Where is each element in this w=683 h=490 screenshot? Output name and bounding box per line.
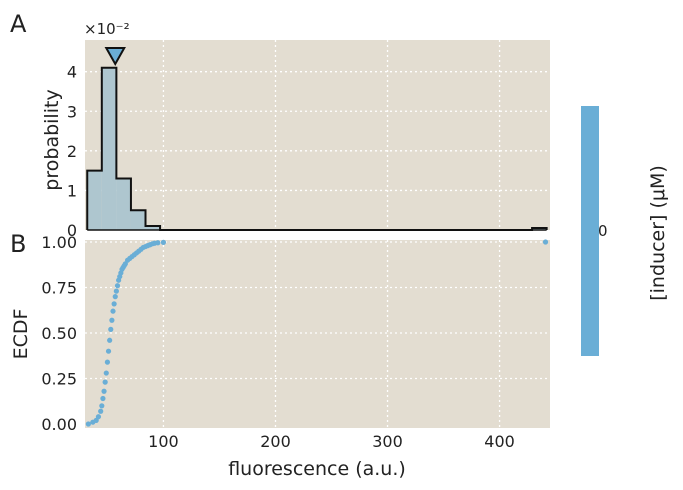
y-tick-label: 1.00 xyxy=(41,233,77,252)
panel-label-a: A xyxy=(10,10,27,38)
y-tick-label: 0.25 xyxy=(41,370,77,389)
histogram-bar xyxy=(87,170,102,230)
x-tick-label: 300 xyxy=(372,432,403,451)
y-tick-label: 0.50 xyxy=(41,324,77,343)
ecdf-point xyxy=(98,408,104,414)
offset-text: ×10⁻² xyxy=(84,20,130,38)
ecdf-point xyxy=(101,388,107,394)
panel-b-grid xyxy=(85,240,550,428)
ecdf-point xyxy=(109,317,115,323)
panel-b-x-ticks: 100 200 300 400 xyxy=(148,432,515,451)
y-tick-label: 3 xyxy=(67,102,77,121)
panel-a-grid xyxy=(85,40,550,230)
panel-b-xlabel: fluorescence (a.u.) xyxy=(228,458,406,480)
y-tick-label: 0.75 xyxy=(41,279,77,298)
panel-a-y-ticks: 0 1 2 3 4 xyxy=(67,63,77,240)
ecdf-point xyxy=(95,414,102,420)
x-tick-label: 100 xyxy=(148,432,179,451)
ecdf-point xyxy=(107,337,113,343)
colorbar-label: [inducer] (μM) xyxy=(647,165,669,301)
y-tick-label: 1 xyxy=(67,181,77,200)
y-tick-label: 2 xyxy=(67,142,77,161)
panel-label-b: B xyxy=(10,230,26,258)
panel-b-plot-area xyxy=(85,240,550,428)
ecdf-point xyxy=(99,403,105,409)
ecdf-point xyxy=(114,283,121,289)
ecdf-point xyxy=(103,370,109,376)
ecdf-point xyxy=(102,379,108,385)
histogram xyxy=(86,66,548,231)
ecdf-point xyxy=(85,421,91,427)
colorbar xyxy=(581,106,599,356)
ecdf-point xyxy=(100,395,106,402)
ecdf-points xyxy=(85,239,549,427)
colorbar-tick: 0 xyxy=(598,222,608,240)
panel-b-ylabel: ECDF xyxy=(10,309,32,360)
y-tick-label: 4 xyxy=(67,63,77,82)
y-tick-label: 0 xyxy=(67,221,77,240)
histogram-bar xyxy=(116,178,131,230)
ecdf-point xyxy=(104,359,111,365)
ecdf-point xyxy=(113,288,119,294)
panel-a-ylabel: probability xyxy=(41,89,63,190)
ecdf-point xyxy=(160,239,167,245)
histogram-bar xyxy=(145,226,161,230)
ecdf-point xyxy=(110,308,116,314)
panel-a-plot-area xyxy=(85,40,550,230)
panel-b-y-ticks: 0.00 0.25 0.50 0.75 1.00 xyxy=(41,233,77,434)
ecdf-point xyxy=(111,301,117,307)
x-tick-label: 200 xyxy=(260,432,291,451)
ecdf-point xyxy=(108,326,114,332)
median-marker xyxy=(104,47,126,67)
ecdf-point xyxy=(542,239,549,245)
histogram-bar xyxy=(130,210,146,230)
histogram-bar xyxy=(101,67,117,230)
x-tick-label: 400 xyxy=(484,432,515,451)
ecdf-point xyxy=(112,294,118,300)
y-tick-label: 0.00 xyxy=(41,415,77,434)
ecdf-point xyxy=(105,348,112,354)
ecdf-point xyxy=(155,240,161,246)
